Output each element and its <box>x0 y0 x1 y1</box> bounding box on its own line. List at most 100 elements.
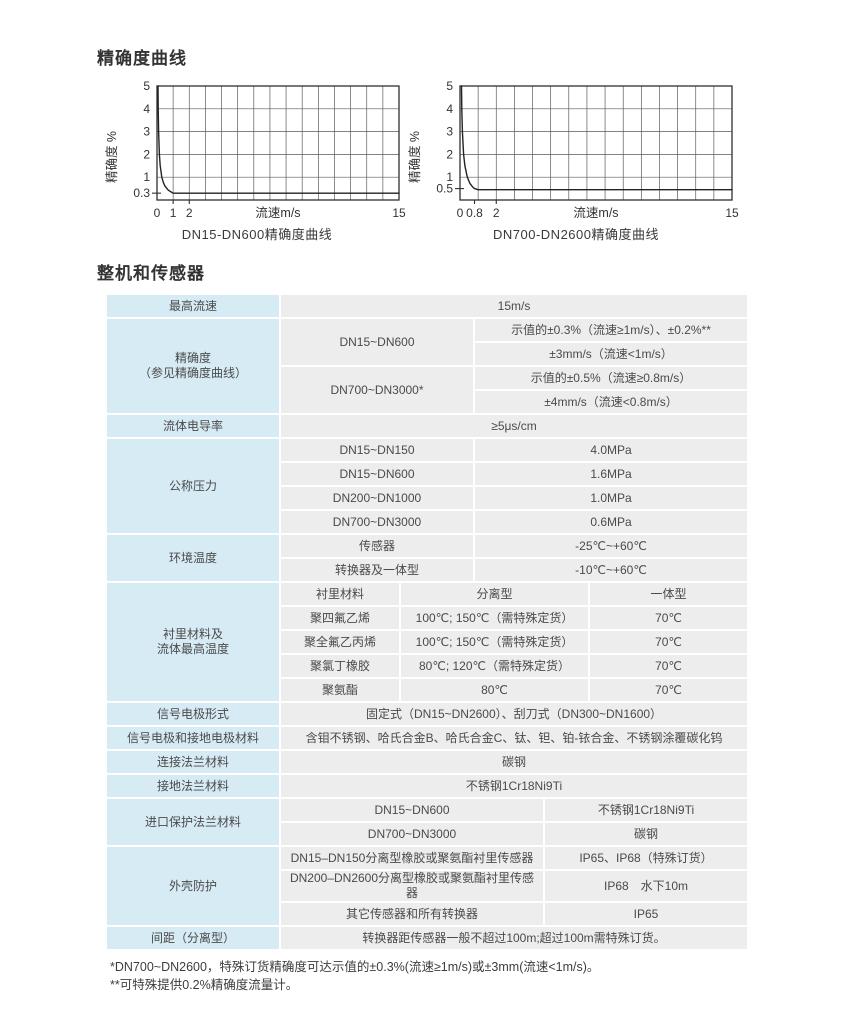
spec-value-cell: 100℃; 150℃（需特殊定货） <box>401 607 588 629</box>
y-tick-label: 3 <box>143 125 150 139</box>
spec-value-cell: 示值的±0.5%（流速≥0.8m/s） <box>475 367 747 389</box>
accuracy-chart-dn700-dn2600: 5 4 3 2 1 0.5 0 0.8 2 15 流速m/s 精确度 % <box>404 78 750 231</box>
spec-value-cell: 碳钢 <box>281 751 747 773</box>
spec-value-cell: 转换器距传感器一般不超过100m;超过100m需特殊订货。 <box>281 927 747 949</box>
y-tick-label: 1 <box>446 170 453 184</box>
spec-value-cell: DN200~DN1000 <box>281 487 473 509</box>
spec-value-cell: ±4mm/s（流速<0.8m/s） <box>475 391 747 413</box>
spec-value-cell: IP65、IP68（特殊订货） <box>545 847 747 869</box>
spec-value-cell: IP65 <box>545 903 747 925</box>
spec-value-cell: DN15~DN600 <box>281 463 473 485</box>
y-tick-label: 5 <box>143 79 150 93</box>
spec-label-cell: 环境温度 <box>107 535 279 581</box>
spec-value-cell: 0.6MPa <box>475 511 747 533</box>
spec-value-cell: ±3mm/s（流速<1m/s） <box>475 343 747 365</box>
spec-value-cell: 其它传感器和所有转换器 <box>281 903 543 925</box>
spec-value-cell: 15m/s <box>281 295 747 317</box>
spec-value-cell: DN700~DN3000* <box>281 367 473 413</box>
spec-value-cell: 70℃ <box>590 655 747 677</box>
spec-table: 最高流速 15m/s 精确度 （参见精确度曲线） DN15~DN600 示值的±0.3%… <box>105 293 749 951</box>
spec-value-cell: 80℃; 120℃（需特殊定货） <box>401 655 588 677</box>
spec-value-cell: 含钼不锈钢、哈氏合金B、哈氏合金C、钛、钽、铂-铱合金、不锈钢涂覆碳化钨 <box>281 727 747 749</box>
spec-label-cell: 外壳防护 <box>107 847 279 925</box>
spec-value-cell: 一体型 <box>590 583 747 605</box>
spec-label-cell: 接地法兰材料 <box>107 775 279 797</box>
spec-value-cell: 转换器及一体型 <box>281 559 473 581</box>
accuracy-curve <box>157 85 400 194</box>
spec-value-cell: 70℃ <box>590 607 747 629</box>
y-tick-label: 5 <box>446 79 453 93</box>
spec-value-cell: 固定式（DN15~DN2600）、刮刀式（DN300~DN1600） <box>281 703 747 725</box>
y-axis-label: 精确度 % <box>104 131 119 183</box>
spec-value-cell: 不锈钢1Cr18Ni9Ti <box>281 775 747 797</box>
spec-label-cell: 衬里材料及 流体最高温度 <box>107 583 279 701</box>
y-tick-label: 0.5 <box>436 182 453 196</box>
spec-value-cell: -10℃~+60℃ <box>475 559 747 581</box>
y-axis-label: 精确度 % <box>407 131 422 183</box>
spec-value-cell: IP68 水下10m <box>545 871 747 901</box>
plot-frame <box>459 85 733 201</box>
spec-value-cell: 分离型 <box>401 583 588 605</box>
y-tick-label: 1 <box>143 170 150 184</box>
footnote-special-accuracy-option: **可特殊提供0.2%精确度流量计。 <box>110 978 299 992</box>
spec-label-cell: 进口保护法兰材料 <box>107 799 279 845</box>
plot-frame <box>156 85 400 201</box>
section-title-accuracy-curves: 精确度曲线 <box>97 49 187 68</box>
y-tick-label: 0.3 <box>133 186 150 200</box>
y-tick-label: 4 <box>143 102 150 116</box>
y-tick-label: 2 <box>143 147 150 161</box>
spec-value-cell: DN15~DN150 <box>281 439 473 461</box>
spec-value-cell: DN700~DN3000 <box>281 823 543 845</box>
x-tick-label: 15 <box>725 206 739 220</box>
spec-value-cell: 不锈钢1Cr18Ni9Ti <box>545 799 747 821</box>
spec-value-cell: 传感器 <box>281 535 473 557</box>
spec-label-cell: 公称压力 <box>107 439 279 533</box>
x-tick-label: 1 <box>170 206 177 220</box>
accuracy-curve <box>460 85 733 191</box>
chart-caption-dn700-dn2600: DN700-DN2600精确度曲线 <box>493 227 659 242</box>
spec-value-cell: DN700~DN3000 <box>281 511 473 533</box>
spec-value-cell: 80℃ <box>401 679 588 701</box>
spec-value-cell: 聚全氟乙丙烯 <box>281 631 399 653</box>
x-tick-label: 2 <box>493 206 500 220</box>
spec-value-cell: 100℃; 150℃（需特殊定货） <box>401 631 588 653</box>
y-tick-label: 4 <box>446 102 453 116</box>
spec-value-cell: DN15~DN600 <box>281 799 543 821</box>
spec-label-cell: 流体电导率 <box>107 415 279 437</box>
spec-value-cell: 1.0MPa <box>475 487 747 509</box>
y-tick-label: 2 <box>446 147 453 161</box>
accuracy-chart-dn700-dn2600-plot: 5 4 3 2 10.5 0 0.8 2 15 流速m/s 精确度 % <box>407 79 739 220</box>
x-tick-label: 0 <box>154 206 161 220</box>
x-tick-label: 2 <box>186 206 193 220</box>
x-axis-label: 流速m/s <box>573 206 618 220</box>
spec-value-cell: ≥5μs/cm <box>281 415 747 437</box>
spec-value-cell: 聚氨酯 <box>281 679 399 701</box>
spec-value-cell: 70℃ <box>590 631 747 653</box>
spec-label-cell: 间距（分离型） <box>107 927 279 949</box>
spec-value-cell: DN15~DN600 <box>281 319 473 365</box>
spec-value-cell: 4.0MPa <box>475 439 747 461</box>
spec-label-cell: 信号电极形式 <box>107 703 279 725</box>
spec-value-cell: DN200–DN2600分离型橡胶或聚氨酯衬里传感器 <box>281 871 543 901</box>
spec-value-cell: DN15–DN150分离型橡胶或聚氨酯衬里传感器 <box>281 847 543 869</box>
accuracy-chart-dn15-dn600: 5 4 3 2 1 0.3 0 1 2 15 流速m/s 精确度 % <box>101 78 417 231</box>
spec-value-cell: 70℃ <box>590 679 747 701</box>
spec-label-cell: 连接法兰材料 <box>107 751 279 773</box>
section-title-machine-and-sensor: 整机和传感器 <box>97 264 205 283</box>
spec-label-cell: 精确度 （参见精确度曲线） <box>107 319 279 413</box>
x-tick-label: 0 <box>457 206 464 220</box>
spec-label-cell: 最高流速 <box>107 295 279 317</box>
spec-value-cell: 衬里材料 <box>281 583 399 605</box>
chart-caption-dn15-dn600: DN15-DN600精确度曲线 <box>181 227 333 242</box>
spec-value-cell: 聚四氟乙烯 <box>281 607 399 629</box>
spec-value-cell: 示值的±0.3%（流速≥1m/s）、±0.2%** <box>475 319 747 341</box>
footnote-special-order-accuracy: *DN700~DN2600，特殊订货精确度可达示值的±0.3%(流速≥1m/s)… <box>110 960 600 974</box>
spec-value-cell: 碳钢 <box>545 823 747 845</box>
spec-value-cell: 聚氯丁橡胶 <box>281 655 399 677</box>
x-axis-label: 流速m/s <box>255 206 300 220</box>
spec-value-cell: -25℃~+60℃ <box>475 535 747 557</box>
x-tick-label: 15 <box>392 206 406 220</box>
spec-value-cell: 1.6MPa <box>475 463 747 485</box>
